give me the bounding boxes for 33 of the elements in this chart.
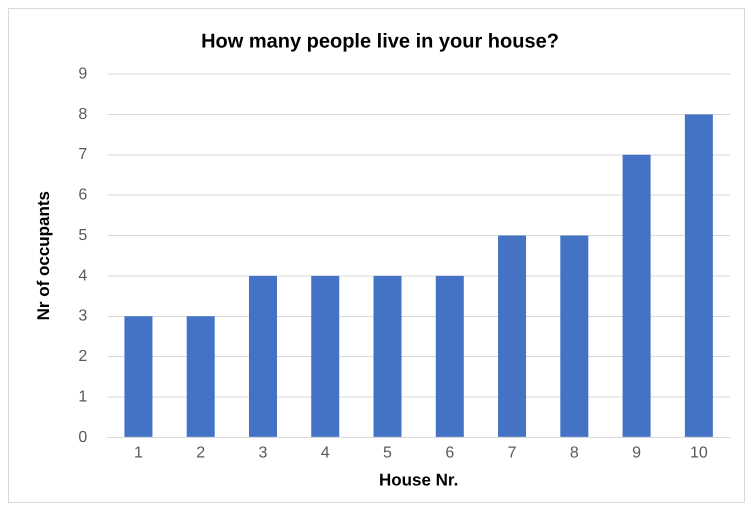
y-tick-label: 8: [78, 106, 88, 123]
x-tick-label: 8: [570, 444, 579, 462]
x-tick-label: 4: [320, 444, 330, 462]
y-tick-label: 2: [78, 348, 88, 366]
bar: [622, 154, 651, 437]
bar: [124, 316, 152, 437]
bar: [186, 316, 215, 437]
x-tick-label: 10: [690, 444, 708, 462]
x-tick-label: 2: [196, 444, 206, 462]
x-axis-title: House Nr.: [378, 470, 458, 490]
y-tick-label: 3: [78, 308, 88, 325]
y-tick-label: 0: [78, 428, 88, 446]
y-tick-label: 9: [78, 65, 88, 82]
y-tick-label: 1: [78, 388, 88, 406]
y-tick-label: 7: [78, 146, 88, 164]
bar: [684, 114, 713, 437]
x-tick-label: 5: [383, 444, 392, 462]
bar: [498, 236, 526, 437]
y-axis-title: Nr of occupants: [34, 190, 53, 320]
x-tick-label: 7: [508, 444, 517, 462]
x-tick-label: 1: [134, 444, 143, 462]
y-tick-label: 5: [78, 226, 88, 244]
chart-title: How many people live in your house?: [201, 30, 559, 53]
bar: [374, 276, 402, 437]
bar: [248, 276, 277, 437]
y-tick-label: 4: [78, 267, 88, 284]
x-tick-label: 3: [258, 444, 268, 462]
bar: [311, 276, 340, 437]
y-tick-label: 6: [78, 186, 88, 204]
x-tick-label: 9: [632, 444, 642, 462]
bar: [436, 276, 464, 437]
bar: [560, 236, 588, 437]
x-tick-label: 6: [445, 444, 454, 462]
